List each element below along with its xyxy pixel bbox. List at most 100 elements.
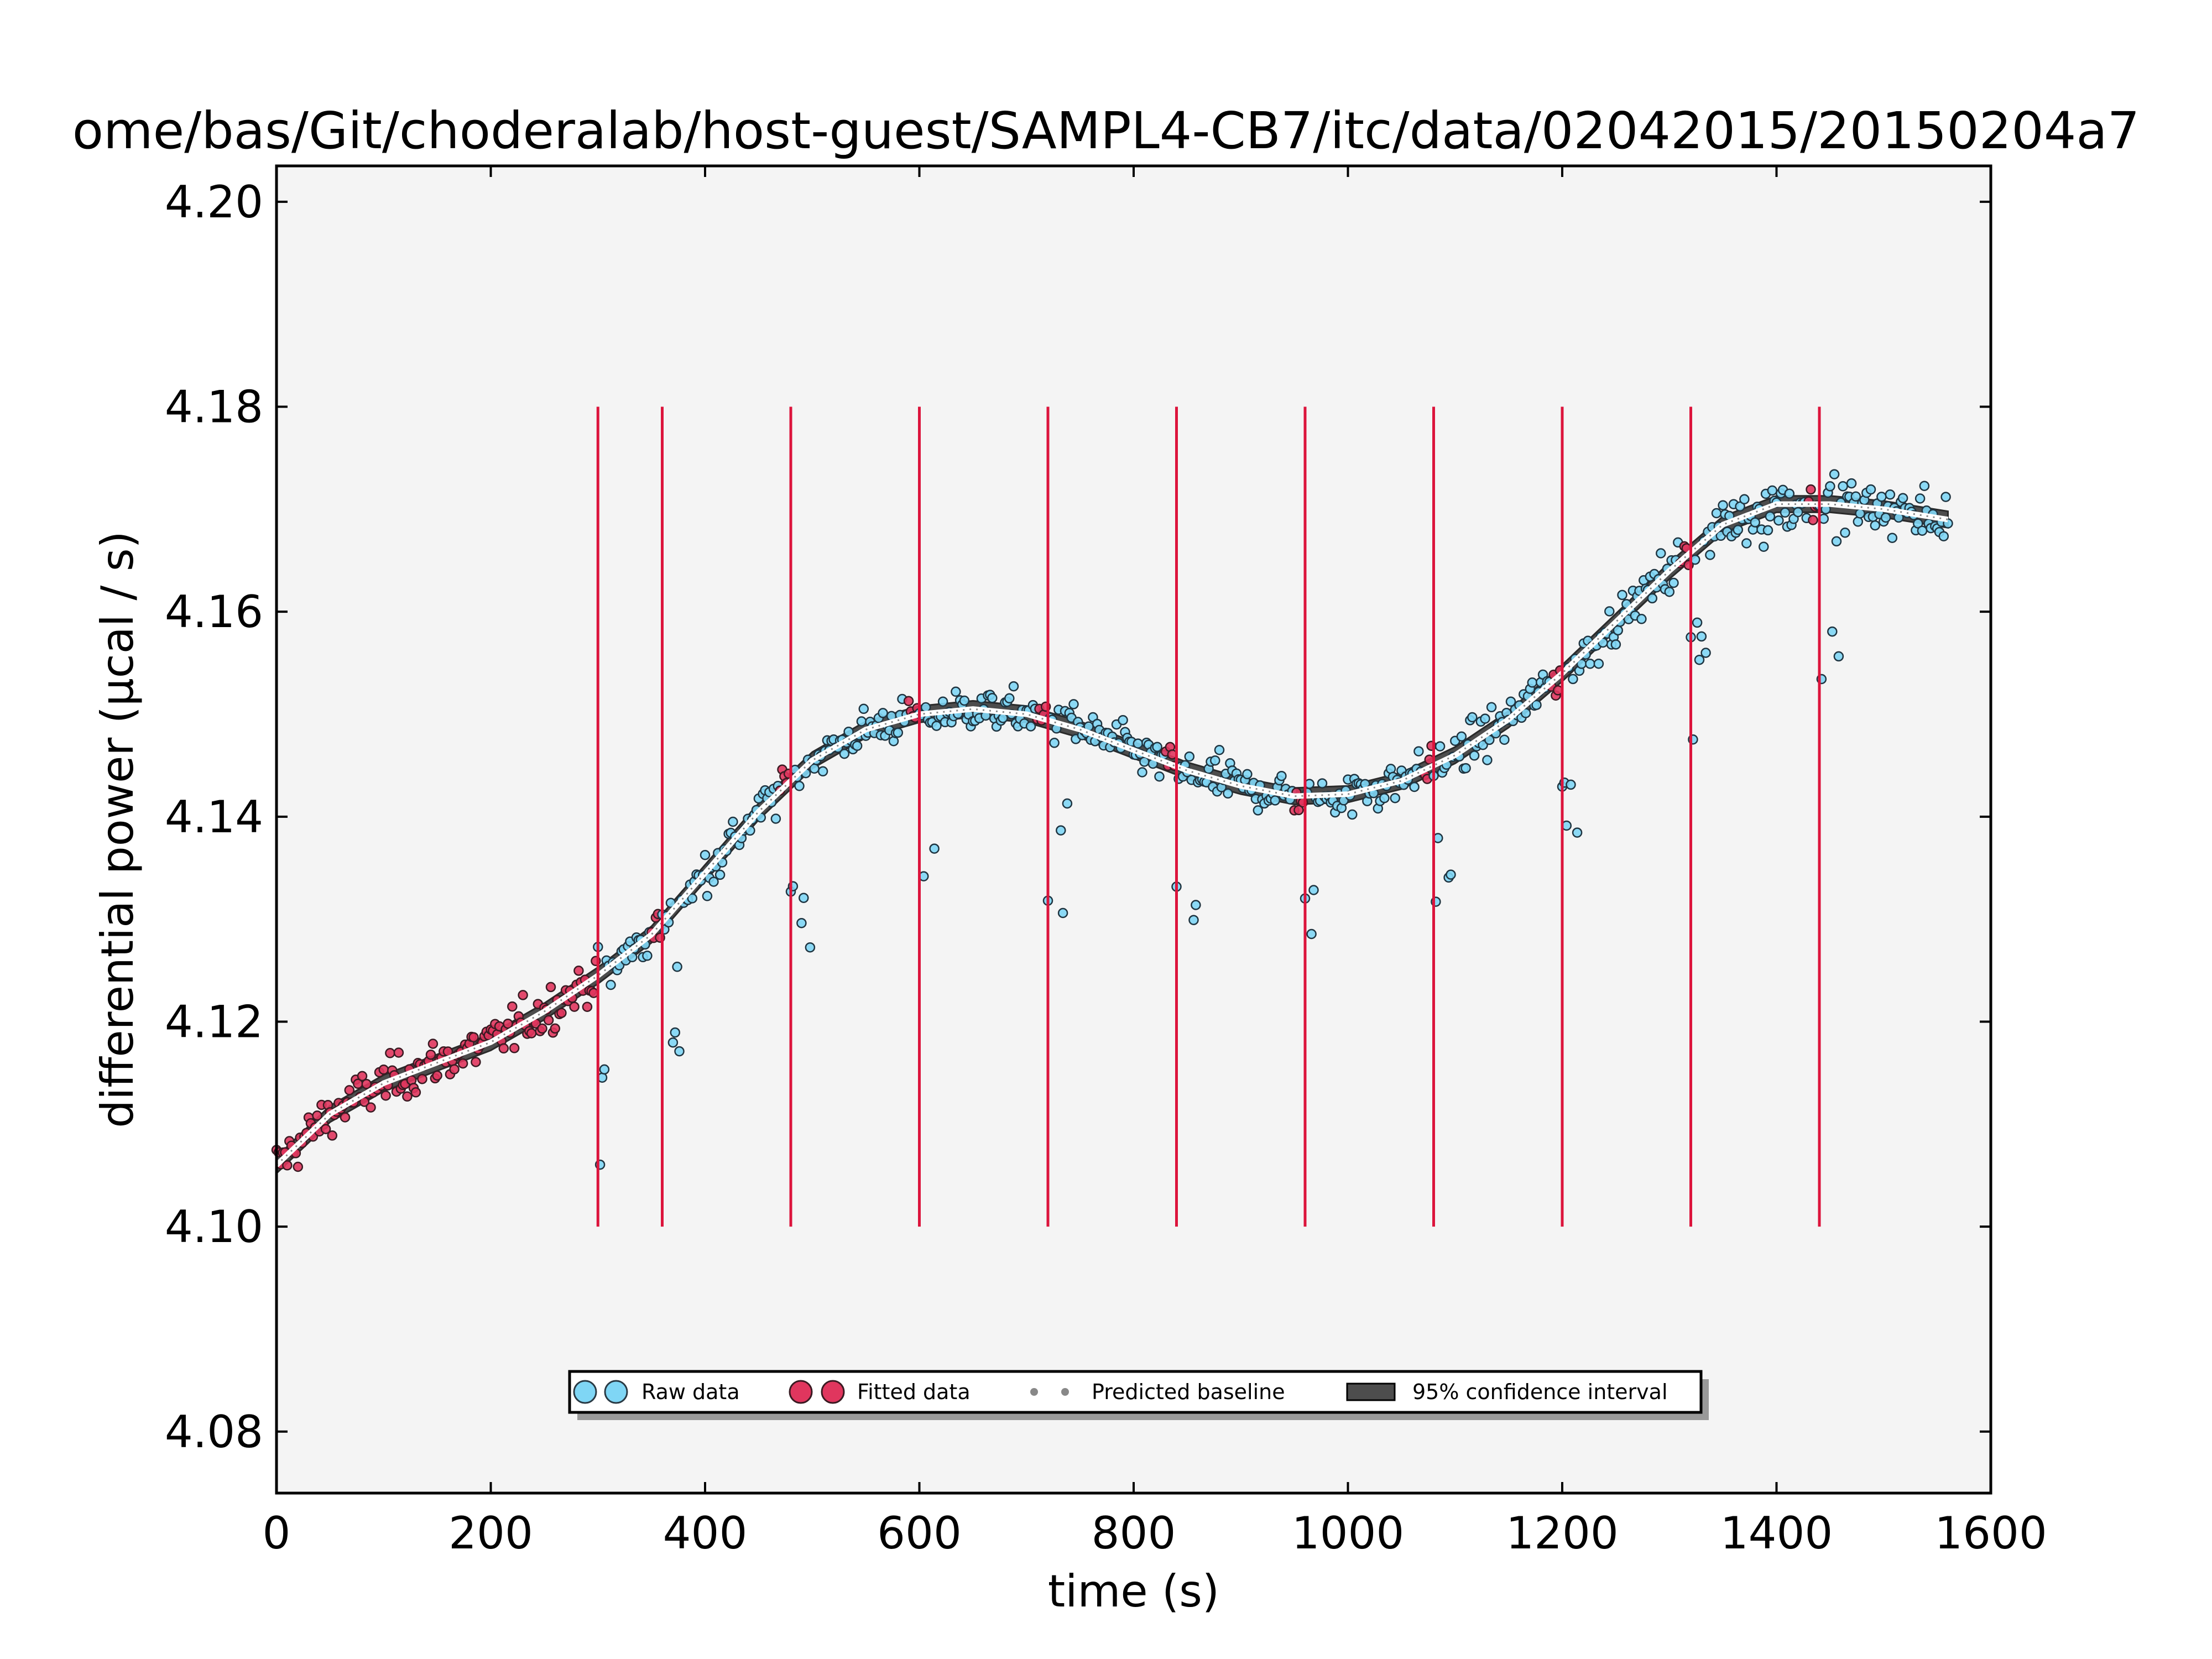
raw-data-point [1617, 589, 1627, 601]
fitted-data-point [282, 1160, 293, 1171]
raw-data-point [606, 979, 616, 990]
fitted-data-point [1808, 515, 1818, 525]
plot-area [276, 166, 1991, 1493]
raw-data-point [1480, 713, 1490, 724]
raw-data-point [674, 1046, 685, 1057]
raw-data-point [1765, 511, 1776, 522]
raw-data-point [1739, 494, 1750, 505]
raw-data-point [929, 843, 940, 854]
raw-data-point [1885, 489, 1896, 500]
raw-data-point [1773, 515, 1784, 526]
fitted-data-point [509, 1043, 520, 1053]
raw-data-point [1467, 712, 1478, 723]
injection-lines-layer [596, 406, 1821, 1227]
y-tick-label: 4.08 [165, 1406, 263, 1458]
x-tick-label: 1600 [1934, 1507, 2047, 1559]
raw-data-point [1460, 763, 1471, 774]
raw-data-point [1840, 528, 1850, 538]
raw-data-point [708, 877, 719, 887]
raw-data-point [700, 849, 711, 860]
raw-data-point [1566, 779, 1576, 790]
raw-data-point [1390, 792, 1401, 804]
raw-data-point [1865, 484, 1876, 495]
fitted-data-point [393, 1047, 404, 1058]
x-tick-label: 600 [877, 1507, 962, 1559]
raw-data-point [1276, 770, 1287, 781]
legend-baseline-label: Predicted baseline [1092, 1380, 1285, 1404]
raw-data-point [670, 1027, 681, 1038]
fitted-data-point [402, 1091, 413, 1102]
raw-data-point [1188, 915, 1199, 925]
raw-data-point [1767, 485, 1778, 496]
raw-data-point [937, 696, 948, 707]
raw-data-point [1137, 767, 1147, 778]
fitted-data-point [1293, 805, 1304, 816]
legend-fitted-marker [821, 1380, 845, 1404]
raw-data-point [1604, 606, 1615, 617]
baseline-layer [274, 501, 1949, 1167]
raw-data-point [1520, 708, 1531, 718]
raw-data-point [1780, 507, 1791, 518]
raw-data-point [817, 766, 828, 777]
raw-data-point [1008, 681, 1019, 692]
raw-data-point [1482, 755, 1493, 765]
fitted-data-point [503, 1018, 513, 1029]
y-tick-label: 4.18 [165, 382, 263, 433]
raw-data-point [1656, 548, 1666, 559]
raw-data-point [1056, 825, 1066, 836]
raw-data-point [1692, 617, 1703, 628]
raw-data-point [1897, 493, 1908, 503]
raw-data-point [1705, 550, 1715, 560]
raw-data-point [1610, 639, 1621, 650]
fitted-data-point [380, 1090, 391, 1101]
raw-data-point [1469, 750, 1480, 761]
fitted-data-point [582, 1001, 593, 1012]
raw-data-point [1700, 648, 1711, 658]
raw-data-point [667, 1037, 679, 1048]
fitted-data-point [344, 1085, 355, 1095]
raw-data-point [852, 740, 863, 751]
raw-data-point [1347, 809, 1358, 820]
fitted-data-point [417, 1073, 427, 1084]
raw-data-point [856, 716, 867, 727]
fitted-data-point [359, 1097, 370, 1107]
fitted-data-point [293, 1161, 304, 1172]
fitted-data-point [320, 1124, 331, 1134]
raw-data-point [1152, 742, 1162, 752]
raw-data-point [1825, 481, 1835, 492]
raw-data-point [1876, 492, 1887, 502]
raw-data-point [1917, 525, 1928, 536]
raw-data-point [1733, 524, 1744, 535]
fitted-data-point [498, 1043, 509, 1054]
raw-data-point [1853, 517, 1864, 527]
predicted-baseline-dots [275, 503, 1948, 1166]
raw-data-point [702, 891, 713, 901]
x-axis-label: time (s) [1048, 1566, 1219, 1617]
legend: Raw data Fitted data Predicted baseline … [568, 1370, 1709, 1420]
raw-data-point [1317, 778, 1328, 789]
raw-data-point [1914, 493, 1926, 504]
raw-data-point [1827, 626, 1838, 637]
raw-data-point [1413, 746, 1424, 757]
raw-data-point [1446, 869, 1456, 880]
legend-box [568, 1370, 1703, 1414]
raw-data-point [1133, 738, 1144, 749]
legend-ci-marker [1346, 1383, 1396, 1401]
raw-data-point [1184, 751, 1195, 762]
raw-data-point [1759, 541, 1769, 552]
fitted-data-point [1806, 484, 1816, 495]
raw-data-point [1139, 757, 1150, 767]
raw-data-point [1499, 734, 1510, 745]
raw-data-point [1593, 658, 1604, 669]
x-tick-label: 0 [263, 1507, 291, 1559]
raw-data-point [1636, 614, 1647, 624]
raw-data-point [1664, 586, 1675, 597]
raw-data-point [1531, 700, 1542, 710]
raw-data-point [1025, 721, 1036, 732]
raw-data-point [665, 898, 676, 908]
raw-data-point [1762, 525, 1773, 536]
fitted-data-point [507, 1001, 518, 1012]
fitted-data-point [425, 1049, 436, 1060]
raw-data-point [1741, 538, 1752, 549]
